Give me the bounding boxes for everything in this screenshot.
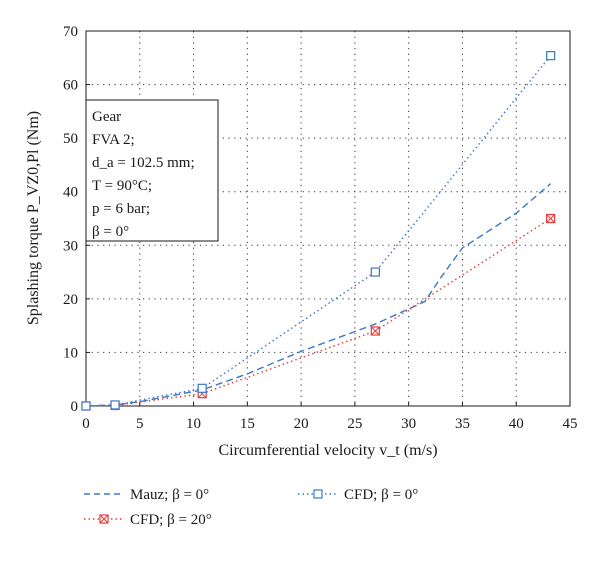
x-tick-label: 25 — [347, 416, 362, 432]
legend-label-cfd-beta-0: CFD; β = 0° — [344, 487, 418, 503]
x-tick-label: 40 — [509, 416, 524, 432]
series-line-cfd-beta-20 — [85, 217, 552, 407]
data-point-cfd-beta-0 — [110, 400, 120, 410]
legend-marker-cfd-beta-0 — [313, 489, 323, 499]
data-point-cfd-beta-0 — [370, 267, 380, 277]
x-tick-label: 15 — [240, 416, 255, 432]
legend: Mauz; β = 0° CFD; β = 20° CFD; β = 0° — [84, 487, 418, 528]
x-tick-label: 30 — [401, 416, 416, 432]
legend-item-cfd-beta-0: CFD; β = 0° — [298, 487, 418, 503]
info-line-diameter: d_a = 102.5 mm; — [92, 155, 195, 171]
legend-item-cfd-beta-20: CFD; β = 20° — [84, 512, 212, 528]
y-tick-label: 40 — [63, 185, 78, 201]
data-point-cfd-beta-0 — [197, 383, 207, 393]
info-line-gear: Gear — [92, 109, 121, 125]
y-tick-label: 50 — [63, 131, 78, 147]
y-axis-title: Splashing torque P_VZ0,Pl (Nm) — [25, 111, 42, 325]
y-tick-label: 70 — [63, 24, 78, 40]
x-tick-label: 10 — [186, 416, 201, 432]
x-tick-label: 20 — [294, 416, 309, 432]
y-tick-label: 20 — [63, 292, 78, 308]
legend-item-mauz: Mauz; β = 0° — [84, 487, 209, 503]
x-tick-label: 0 — [82, 416, 90, 432]
legend-label-mauz: Mauz; β = 0° — [130, 487, 209, 503]
data-point-cfd-beta-0 — [81, 401, 91, 411]
info-box-frame — [85, 99, 219, 242]
y-tick-label: 30 — [63, 238, 78, 254]
info-line-fva: FVA 2; — [92, 132, 135, 148]
x-axis: 0 5 10 15 20 25 30 35 40 45 — [82, 402, 578, 432]
info-line-temperature: T = 90°C; — [92, 178, 152, 194]
y-tick-label: 10 — [63, 345, 78, 361]
info-line-pressure: p = 6 bar; — [92, 201, 150, 217]
info-box: Gear FVA 2; d_a = 102.5 mm; T = 90°C; p … — [85, 99, 219, 242]
y-axis: 0 10 20 30 40 50 60 70 — [63, 24, 90, 415]
info-line-beta: β = 0° — [92, 224, 129, 240]
x-axis-title: Circumferential velocity v_t (m/s) — [218, 442, 437, 459]
series-layer — [81, 51, 556, 411]
x-tick-label: 45 — [563, 416, 578, 432]
data-point-cfd-beta-20 — [546, 213, 556, 224]
data-point-cfd-beta-20 — [370, 326, 380, 336]
y-tick-label: 60 — [63, 78, 78, 94]
data-point-cfd-beta-0 — [546, 51, 556, 61]
x-tick-label: 5 — [136, 416, 144, 432]
y-tick-label: 0 — [71, 399, 79, 415]
legend-marker-cfd-beta-20 — [99, 514, 109, 524]
x-tick-label: 35 — [455, 416, 470, 432]
legend-label-cfd-beta-20: CFD; β = 20° — [130, 512, 212, 528]
